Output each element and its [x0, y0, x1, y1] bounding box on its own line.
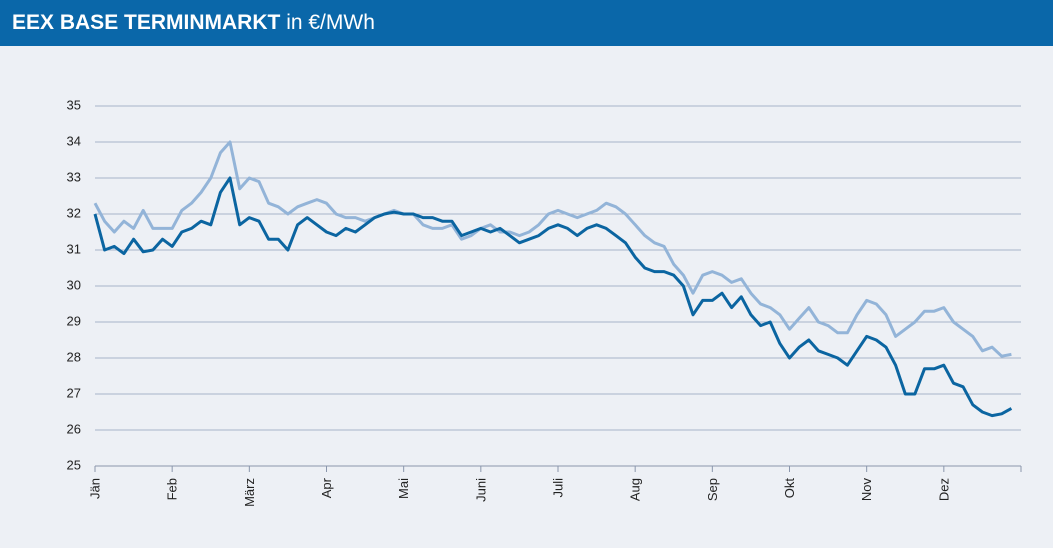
y-tick-label: 31	[67, 241, 81, 256]
y-tick-label: 29	[67, 313, 81, 328]
x-tick-label: Apr	[319, 477, 334, 498]
y-tick-label: 30	[67, 277, 81, 292]
header: EEX BASE TERMINMARKT in €/MWh	[0, 0, 1053, 46]
y-tick-label: 26	[67, 421, 81, 436]
x-tick-label: Juli	[551, 478, 566, 498]
y-tick-label: 35	[67, 97, 81, 112]
x-tick-label: März	[242, 478, 257, 507]
x-tick-label: Okt	[782, 478, 797, 499]
x-tick-label: Mai	[396, 478, 411, 499]
series-line	[93, 140, 1012, 358]
x-tick-label: Sep	[705, 478, 720, 501]
chart-title: EEX BASE TERMINMARKT	[12, 11, 281, 34]
x-tick-label: Jän	[88, 478, 103, 499]
chart: 25 26 27 28 29 30 31 32 33 34 35 Jän Feb März Apr Mai Ju…	[67, 97, 1022, 507]
x-tick-label: Nov	[859, 478, 874, 502]
y-tick-label: 25	[67, 457, 81, 472]
y-tick-label: 34	[67, 133, 81, 148]
x-tick-label: Aug	[628, 478, 643, 501]
y-tick-label: 33	[67, 169, 81, 184]
chart-subtitle: in €/MWh	[286, 11, 375, 34]
y-tick-label: 28	[67, 349, 81, 364]
y-tick-label: 32	[67, 205, 81, 220]
x-tick-label: Juni	[473, 478, 488, 502]
x-tick-label: Dez	[936, 478, 951, 501]
series-line	[93, 176, 1013, 418]
y-tick-label: 27	[67, 385, 81, 400]
x-tick-label: Feb	[165, 478, 180, 500]
